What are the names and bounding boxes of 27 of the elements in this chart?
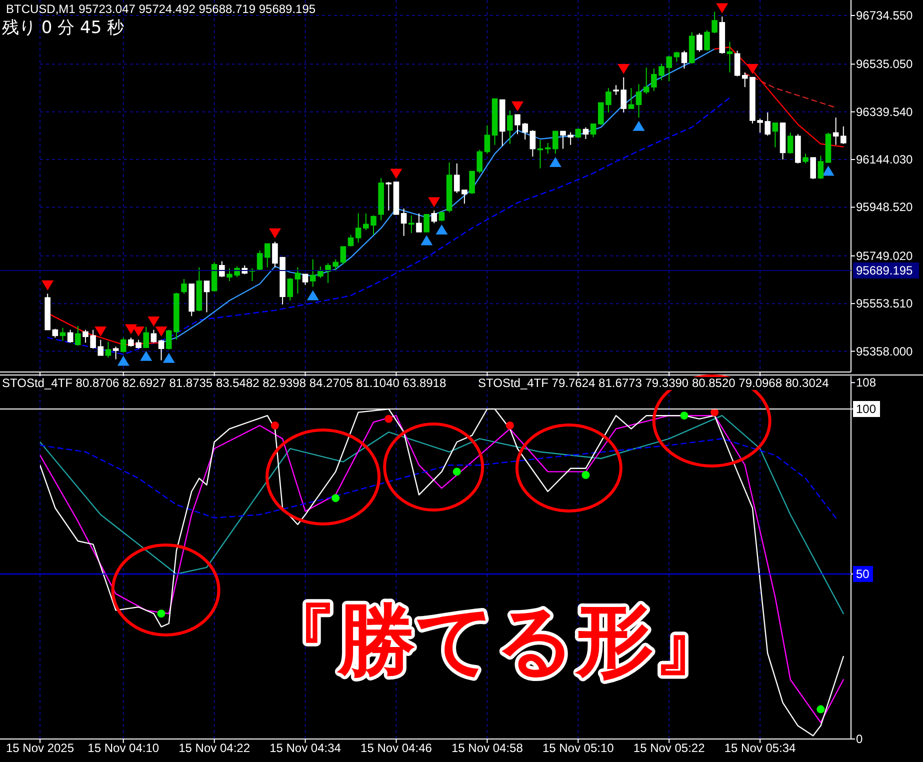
annotation: STOStd_4TF 79.7624 81.6773 79.3390 80.8520 79.0968 80.3024 xyxy=(478,376,830,390)
y-tick-label: 95553.510 xyxy=(856,296,914,311)
x-tick-label: 15 Nov 04:34 xyxy=(270,741,342,755)
y-tick-label: 96535.050 xyxy=(856,57,914,72)
y-tick-label: 95749.020 xyxy=(856,248,914,263)
annotation: STOStd_4TF 80.8706 82.6927 81.8735 83.5482 82.9398 84.2705 81.1040 63.8918 xyxy=(2,376,446,390)
x-tick-label: 15 Nov 04:46 xyxy=(360,741,432,755)
x-tick-label: 15 Nov 05:22 xyxy=(633,741,706,755)
annotation: 『勝てる形』 xyxy=(260,596,732,686)
y-tick-label: 95358.000 xyxy=(856,344,914,358)
y-tick-label: 96144.030 xyxy=(856,152,914,167)
x-tick-label: 15 Nov 04:10 xyxy=(88,741,160,755)
y-tick-label: 108 xyxy=(856,376,876,390)
x-tick-label: 15 Nov 04:22 xyxy=(178,741,250,755)
y-tick-label: 96734.550 xyxy=(856,8,914,22)
x-tick-label: 15 Nov 2025 xyxy=(6,741,74,755)
y-tick-label: 50 xyxy=(856,567,870,581)
ref-line-label: 95689.195 xyxy=(856,263,914,278)
x-tick-label: 15 Nov 04:58 xyxy=(451,741,524,755)
y-tick-label: 100 xyxy=(856,402,876,416)
chart-title: BTCUSD,M1 95723.047 95724.492 95688.719 95689.195 xyxy=(6,2,316,16)
x-tick-label: 15 Nov 05:10 xyxy=(542,741,614,755)
y-tick-label: 96339.540 xyxy=(856,104,914,119)
x-tick-label: 15 Nov 05:34 xyxy=(724,741,796,755)
text: 残り 0 分 45 秒 xyxy=(2,18,124,38)
y-tick-label: 95948.520 xyxy=(856,200,914,214)
y-tick-label: 0 xyxy=(856,732,863,746)
